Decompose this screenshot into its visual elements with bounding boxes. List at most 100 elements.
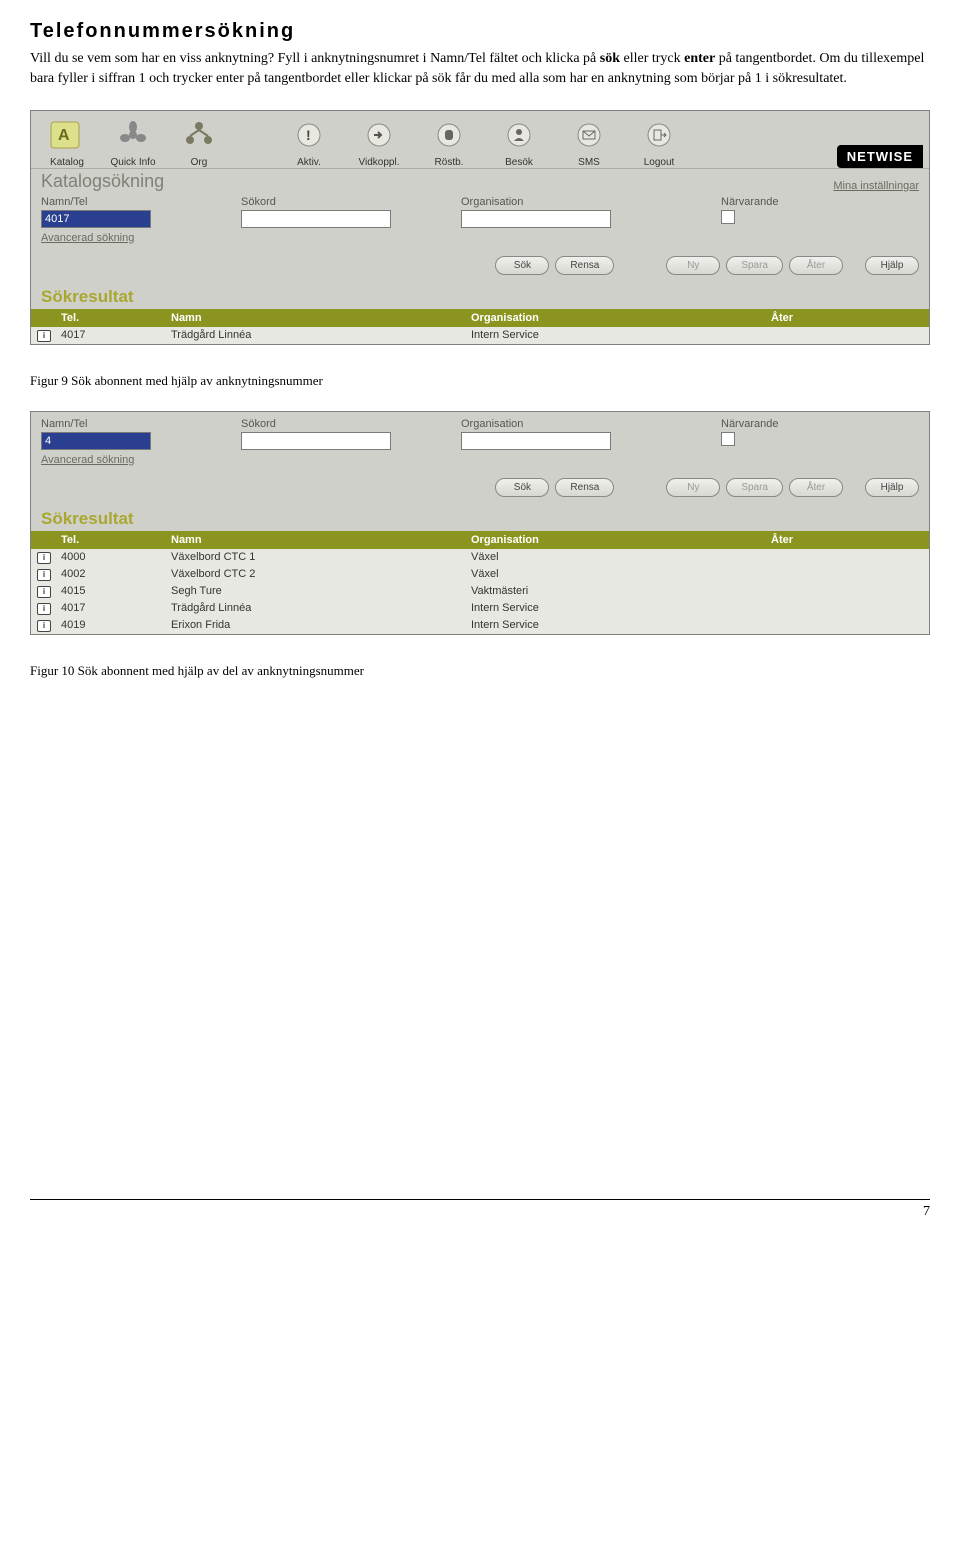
tb-quick[interactable]: Quick Info	[103, 115, 163, 168]
info-icon[interactable]: i	[37, 620, 51, 632]
sokord-input[interactable]	[241, 210, 391, 228]
row-tel: 4017	[61, 329, 171, 342]
tb-sms[interactable]: SMS	[559, 115, 619, 168]
row-namn: Växelbord CTC 2	[171, 568, 471, 581]
rh-namn: Namn	[171, 312, 471, 324]
tb-logout-label: Logout	[629, 157, 689, 168]
table-row[interactable]: i4000Växelbord CTC 1Växel	[31, 549, 929, 566]
namntel-input-2[interactable]	[41, 432, 151, 450]
hjalp-button[interactable]: Hjälp	[865, 256, 919, 275]
info-icon[interactable]: i	[37, 552, 51, 564]
row-tel: 4015	[61, 585, 171, 598]
narv-label-2: Närvarande	[721, 418, 778, 430]
figure-9-caption: Figur 9 Sök abonnent med hjälp av anknyt…	[30, 373, 930, 389]
advanced-search-link-2[interactable]: Avancerad sökning	[41, 454, 134, 466]
katalog-icon: A	[46, 115, 88, 155]
org-input[interactable]	[461, 210, 611, 228]
svg-text:A: A	[58, 127, 70, 144]
quick-icon	[112, 115, 154, 155]
table-row[interactable]: i 4002Växelbord CTC 2Växel	[31, 566, 929, 583]
namntel-label: Namn/Tel	[41, 196, 221, 208]
katalog-section-title: Katalogsökning	[41, 171, 164, 192]
doc-body: Vill du se vem som har en viss anknytnin…	[30, 49, 930, 90]
tb-rostb-label: Röstb.	[419, 157, 479, 168]
rensa-button[interactable]: Rensa	[555, 256, 614, 275]
row-tel: 4017	[61, 602, 171, 615]
narv-checkbox[interactable]	[721, 210, 735, 224]
hjalp-button-2[interactable]: Hjälp	[865, 478, 919, 497]
sok-button-2[interactable]: Sök	[495, 478, 549, 497]
ny-button[interactable]: Ny	[666, 256, 720, 275]
search-row: Namn/Tel Sökord Organisation Närvarande	[31, 194, 929, 232]
narv-checkbox-2[interactable]	[721, 432, 735, 446]
spara-button[interactable]: Spara	[726, 256, 783, 275]
rh-tel-2: Tel.	[61, 534, 171, 546]
netwise-logo: NETWISE	[837, 145, 923, 168]
tb-org[interactable]: Org	[169, 115, 229, 168]
tb-aktiv[interactable]: ! Aktiv.	[279, 115, 339, 168]
table-row[interactable]: i4015Segh TureVaktmästeri	[31, 583, 929, 600]
row-tel: 4002	[61, 568, 171, 581]
namntel-input[interactable]	[41, 210, 151, 228]
result-title: Sökresultat	[31, 281, 929, 309]
table-row[interactable]: i4017Trädgård LinnéaIntern Service	[31, 600, 929, 617]
rh-org: Organisation	[471, 312, 771, 324]
sms-icon	[568, 115, 610, 155]
page-footer: 7	[30, 1199, 930, 1220]
sok-button[interactable]: Sök	[495, 256, 549, 275]
row-namn: Segh Ture	[171, 585, 471, 598]
row-org: Intern Service	[471, 619, 771, 632]
sokord-input-2[interactable]	[241, 432, 391, 450]
result-header: Tel. Namn Organisation Åter	[31, 309, 929, 327]
org-label-2: Organisation	[461, 418, 701, 430]
rh-ater-2: Åter	[771, 534, 923, 546]
row-org: Intern Service	[471, 602, 771, 615]
tb-besok[interactable]: Besök	[489, 115, 549, 168]
row-org: Växel	[471, 568, 771, 581]
row-namn: Trädgård Linnéa	[171, 329, 471, 342]
figure-10-caption: Figur 10 Sök abonnent med hjälp av del a…	[30, 663, 930, 679]
button-row: Sök Rensa Ny Spara Åter Hjälp	[31, 250, 929, 281]
ater-button-2[interactable]: Åter	[789, 478, 843, 497]
rh-namn-2: Namn	[171, 534, 471, 546]
svg-text:!: !	[306, 127, 311, 143]
tb-org-label: Org	[169, 157, 229, 168]
ny-button-2[interactable]: Ny	[666, 478, 720, 497]
sokord-label: Sökord	[241, 196, 441, 208]
search-row-2: Namn/Tel Sökord Organisation Närvarande	[31, 412, 929, 454]
button-row-2: Sök Rensa Ny Spara Åter Hjälp	[31, 472, 929, 503]
info-icon[interactable]: i	[37, 603, 51, 615]
doc-title: Telefonnummersökning	[30, 20, 930, 43]
spara-button-2[interactable]: Spara	[726, 478, 783, 497]
narv-label: Närvarande	[721, 196, 778, 208]
vidkoppl-icon	[358, 115, 400, 155]
org-input-2[interactable]	[461, 432, 611, 450]
body-b1: sök	[600, 51, 620, 66]
rh-tel: Tel.	[61, 312, 171, 324]
result-title-2: Sökresultat	[31, 503, 929, 531]
screenshot-2: Namn/Tel Sökord Organisation Närvarande …	[30, 411, 930, 635]
table-row[interactable]: i4017Trädgård LinnéaIntern Service	[31, 327, 929, 344]
tb-rostb[interactable]: Röstb.	[419, 115, 479, 168]
info-icon[interactable]: i	[37, 569, 51, 581]
screenshot-1: A Katalog Quick Info Org ! Aktiv.	[30, 110, 930, 345]
tb-vidkoppl[interactable]: Vidkoppl.	[349, 115, 409, 168]
sokord-label-2: Sökord	[241, 418, 441, 430]
info-icon[interactable]: i	[37, 330, 51, 342]
org-label: Organisation	[461, 196, 701, 208]
rensa-button-2[interactable]: Rensa	[555, 478, 614, 497]
tb-logout[interactable]: Logout	[629, 115, 689, 168]
row-namn: Erixon Frida	[171, 619, 471, 632]
besok-icon	[498, 115, 540, 155]
advanced-search-link[interactable]: Avancerad sökning	[41, 232, 134, 244]
tb-vidkoppl-label: Vidkoppl.	[349, 157, 409, 168]
tb-katalog[interactable]: A Katalog	[37, 115, 97, 168]
mina-installningar-link[interactable]: Mina inställningar	[833, 180, 919, 192]
aktiv-icon: !	[288, 115, 330, 155]
table-row[interactable]: i4019Erixon FridaIntern Service	[31, 617, 929, 634]
toolbar-right: NETWISE	[837, 145, 923, 168]
info-icon[interactable]: i	[37, 586, 51, 598]
ater-button[interactable]: Åter	[789, 256, 843, 275]
result-header-2: Tel. Namn Organisation Åter	[31, 531, 929, 549]
tb-aktiv-label: Aktiv.	[279, 157, 339, 168]
